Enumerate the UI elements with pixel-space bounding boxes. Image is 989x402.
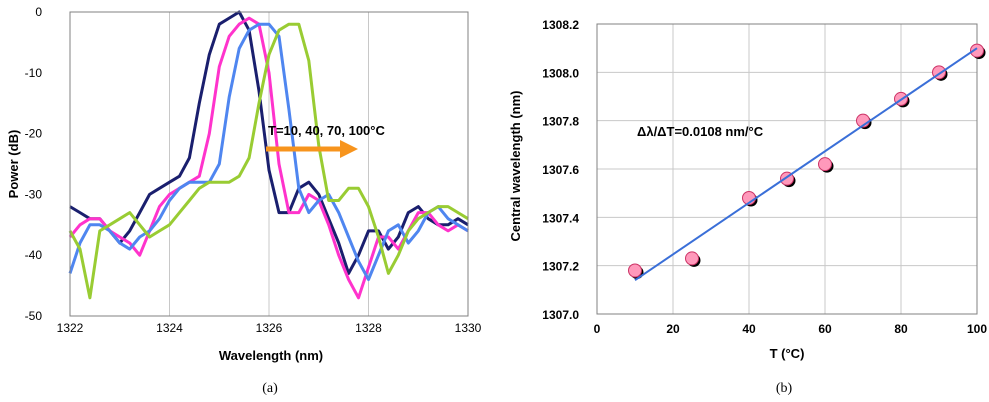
b-linear-fit-line bbox=[634, 47, 978, 281]
b-data-point bbox=[685, 251, 701, 267]
b-y-tick-label: 1307.0 bbox=[542, 308, 579, 322]
b-data-point-marker bbox=[685, 251, 699, 266]
b-data-point bbox=[818, 157, 834, 173]
a-series-group bbox=[68, 10, 469, 300]
b-gridlines bbox=[597, 24, 977, 314]
b-data-point bbox=[932, 65, 948, 81]
panel-b-wavelength-vs-temperature-chart: 0 20 40 60 80 100 1307.01307.21307.41307.6130… bbox=[508, 18, 987, 396]
b-x-tick-label: 100 bbox=[967, 322, 987, 336]
b-y-tick-label: 1307.2 bbox=[542, 260, 579, 274]
panel-a-spectrum-chart: 1322 1324 1326 1328 1330 0 -10 -20 -30 -40 -50 Wa… bbox=[6, 5, 482, 396]
a-y-tick-label: -30 bbox=[25, 187, 43, 201]
b-x-tick-label: 40 bbox=[742, 322, 756, 336]
a-arrow-head bbox=[340, 140, 358, 158]
a-x-tick-labels: 1322 1324 1326 1328 1330 bbox=[57, 321, 482, 335]
a-x-axis-label: Wavelength (nm) bbox=[219, 348, 323, 363]
a-x-tick-label: 1330 bbox=[455, 321, 482, 335]
b-x-tick-label: 60 bbox=[818, 322, 832, 336]
a-y-tick-label: 0 bbox=[35, 5, 42, 19]
a-annotation-text: T=10, 40, 70, 100°C bbox=[268, 123, 385, 138]
b-x-tick-labels: 0 20 40 60 80 100 bbox=[594, 322, 988, 336]
b-y-tick-label: 1307.6 bbox=[542, 163, 579, 177]
a-y-tick-label: -20 bbox=[25, 127, 43, 141]
b-y-tick-label: 1308.0 bbox=[542, 66, 579, 80]
a-y-axis-label: Power (dB) bbox=[6, 130, 21, 199]
b-data-point-marker bbox=[970, 43, 984, 58]
a-y-tick-label: -40 bbox=[25, 248, 43, 262]
b-y-tick-label: 1308.2 bbox=[542, 18, 579, 32]
b-data-point-marker bbox=[628, 263, 642, 278]
b-panel-caption: (b) bbox=[776, 381, 793, 396]
b-slope-annotation: Δλ/ΔT=0.0108 nm/°C bbox=[637, 124, 764, 139]
b-x-axis-label: T (°C) bbox=[770, 346, 805, 361]
a-x-tick-label: 1328 bbox=[355, 321, 382, 335]
b-y-axis-label: Central wavelength (nm) bbox=[508, 91, 523, 242]
b-plot-frame bbox=[596, 23, 978, 315]
b-data-point-marker bbox=[818, 157, 832, 172]
a-plot-frame bbox=[69, 11, 469, 317]
a-y-tick-label: -50 bbox=[25, 309, 43, 323]
a-series-line-3 bbox=[68, 22, 469, 281]
b-x-tick-label: 20 bbox=[666, 322, 680, 336]
a-x-tick-label: 1322 bbox=[57, 321, 84, 335]
a-x-tick-label: 1324 bbox=[156, 321, 183, 335]
b-y-tick-label: 1307.4 bbox=[542, 211, 579, 225]
a-x-tick-label: 1326 bbox=[256, 321, 283, 335]
a-y-tick-label: -10 bbox=[25, 66, 43, 80]
a-panel-caption: (a) bbox=[262, 381, 278, 396]
b-x-tick-label: 0 bbox=[594, 322, 601, 336]
b-y-tick-labels: 1307.0 1307.2 1307.4 1307.6 1307.8 1308.0 1308… bbox=[542, 18, 579, 322]
a-series-line-2 bbox=[68, 16, 469, 300]
a-annotation-arrow bbox=[266, 140, 358, 158]
a-y-tick-labels: 0 -10 -20 -30 -40 -50 bbox=[25, 5, 43, 323]
b-x-tick-label: 80 bbox=[894, 322, 908, 336]
b-y-tick-label: 1307.8 bbox=[542, 115, 579, 129]
a-series-line-4 bbox=[68, 22, 469, 300]
